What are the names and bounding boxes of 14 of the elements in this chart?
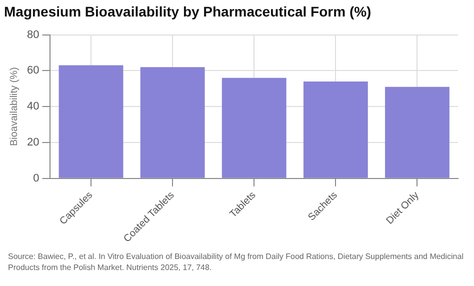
bar: [140, 67, 205, 178]
y-tick-label: 40: [26, 100, 40, 113]
bar: [385, 86, 450, 178]
y-tick-label: 60: [26, 64, 40, 77]
x-tick-label: Diet Only: [384, 190, 422, 227]
y-tick-label: 20: [26, 136, 40, 148]
chart-title: Magnesium Bioavailability by Pharmaceutical Form (%): [4, 3, 372, 20]
y-axis-title: Bioavailability (%): [8, 67, 20, 146]
bar: [303, 81, 368, 178]
bar: [58, 65, 124, 178]
bar: [222, 78, 286, 178]
y-tick-label: 0: [33, 172, 40, 184]
source-note: Source: Bawiec, P., et al. In Vitro Evaluation of Bioavailability of Mg from Daily Food Rations, Dietary Supplements and Medicinal Products from the Polish Market. Nutrients 2025, 17, 748.: [8, 251, 464, 273]
y-tick-label: 80: [26, 28, 40, 41]
